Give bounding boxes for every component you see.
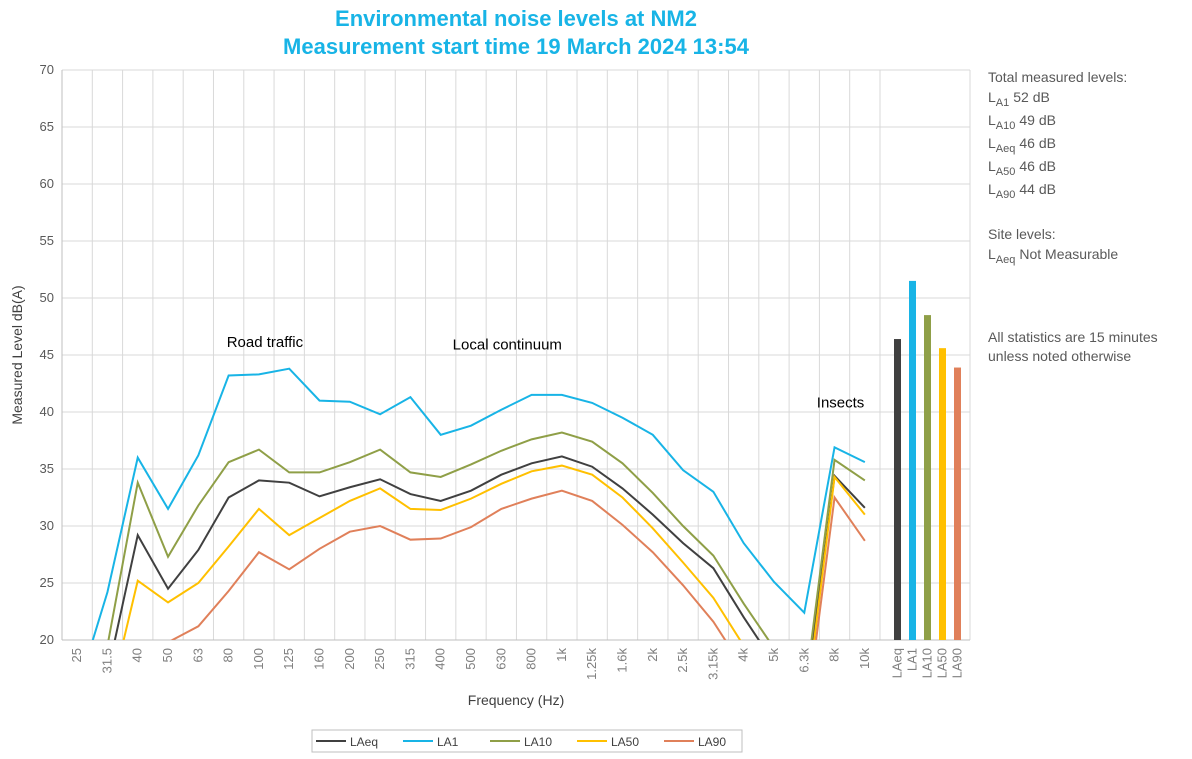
x-axis-title: Frequency (Hz) — [468, 692, 564, 708]
bar — [924, 315, 931, 640]
x-tick-label: 500 — [463, 648, 478, 670]
side-note: LAeq 46 dB — [988, 135, 1056, 155]
y-tick-label: 25 — [40, 575, 54, 590]
x-tick-label: 1.25k — [584, 648, 599, 680]
bar — [909, 280, 916, 640]
series-line — [113, 455, 866, 640]
y-tick-label: 20 — [40, 632, 54, 647]
y-tick-label: 50 — [40, 290, 54, 305]
side-note: LA1 52 dB — [988, 89, 1050, 109]
x-tick-label: 125 — [281, 648, 296, 670]
legend-label: LA90 — [698, 735, 726, 749]
x-tick-label: 63 — [190, 648, 205, 662]
series-line — [122, 464, 866, 640]
bar — [939, 348, 946, 640]
x-tick-label: 10k — [857, 648, 872, 669]
side-header: Site levels: — [988, 226, 1056, 242]
x-tick-label: 100 — [251, 648, 266, 670]
level: 46 dB — [1019, 158, 1056, 174]
subscript: A10 — [996, 120, 1016, 132]
x-tick-label: 5k — [766, 648, 781, 662]
x-tick-label: 2.5k — [675, 648, 690, 673]
symbol: L — [988, 135, 996, 151]
level: 44 dB — [1019, 181, 1056, 197]
x-tick-label: 630 — [493, 648, 508, 670]
level: 49 dB — [1019, 112, 1056, 128]
x-tick-label: 31.5 — [99, 648, 114, 673]
y-tick-label: 40 — [40, 404, 54, 419]
x-tick-label: LA10 — [920, 648, 935, 678]
lines — [91, 367, 866, 640]
side-note: LA10 49 dB — [988, 112, 1056, 132]
legend-label: LA1 — [437, 735, 459, 749]
y-axis-title: Measured Level dB(A) — [9, 285, 25, 424]
side-note: unless noted otherwise — [988, 348, 1131, 364]
x-tick-label: 40 — [130, 648, 145, 662]
x-tick-label: 3.15k — [705, 648, 720, 680]
x-tick-label: 1k — [554, 648, 569, 662]
side-header: Total measured levels: — [988, 69, 1127, 85]
x-tick-label: 8k — [827, 648, 842, 662]
y-tick-label: 65 — [40, 119, 54, 134]
bar — [894, 339, 901, 640]
legend-label: LA50 — [611, 735, 639, 749]
level: 46 dB — [1019, 135, 1056, 151]
x-tick-label: 315 — [402, 648, 417, 670]
subscript: A1 — [996, 97, 1009, 109]
subscript: Aeq — [996, 143, 1016, 155]
series-line — [91, 367, 866, 640]
x-tick-label: 4k — [736, 648, 751, 662]
x-tick-label: LA1 — [905, 648, 920, 671]
x-tick-label: 50 — [160, 648, 175, 662]
y-tick-label: 30 — [40, 518, 54, 533]
side-note: LAeq Not Measurable — [988, 246, 1118, 266]
side-note: LA90 44 dB — [988, 181, 1056, 201]
subscript: A50 — [996, 166, 1016, 178]
chart-title: Environmental noise levels at NM2 — [335, 6, 697, 31]
x-tick-label: 80 — [221, 648, 236, 662]
x-tick-label: 400 — [433, 648, 448, 670]
x-tick-label: 200 — [342, 648, 357, 670]
subscript: A90 — [996, 189, 1016, 201]
y-tick-label: 55 — [40, 233, 54, 248]
symbol: L — [988, 89, 996, 105]
series-line — [170, 489, 866, 640]
legend-label: LA10 — [524, 735, 552, 749]
level: 52 dB — [1013, 89, 1050, 105]
x-tick-label: LAeq — [890, 648, 905, 678]
symbol: L — [988, 158, 996, 174]
y-tick-label: 35 — [40, 461, 54, 476]
symbol: L — [988, 181, 996, 197]
x-tick-label: 800 — [524, 648, 539, 670]
side-note: All statistics are 15 minutes — [988, 329, 1158, 345]
x-tick-label: 6.3k — [796, 648, 811, 673]
x-tick-label: 2k — [645, 648, 660, 662]
y-tick-label: 45 — [40, 347, 54, 362]
symbol: L — [988, 112, 996, 128]
x-tick-label: LA50 — [935, 648, 950, 678]
x-tick-label: 160 — [312, 648, 327, 670]
level: Not Measurable — [1019, 246, 1118, 262]
y-tick-label: 60 — [40, 176, 54, 191]
annotation: Local continuum — [453, 336, 562, 353]
symbol: L — [988, 246, 996, 262]
x-tick-label: 25 — [69, 648, 84, 662]
legend-label: LAeq — [350, 735, 378, 749]
annotation: Insects — [817, 394, 865, 411]
annotation: Road traffic — [227, 334, 304, 351]
chart-title: Measurement start time 19 March 2024 13:… — [283, 34, 750, 59]
y-tick-label: 70 — [40, 62, 54, 77]
legend-box — [311, 729, 743, 753]
subscript: Aeq — [996, 254, 1016, 266]
x-tick-label: 250 — [372, 648, 387, 670]
series-line — [107, 431, 866, 640]
x-tick-label: 1.6k — [614, 648, 629, 673]
x-tick-label: LA90 — [950, 648, 965, 678]
bar — [954, 367, 961, 640]
side-note: LA50 46 dB — [988, 158, 1056, 178]
